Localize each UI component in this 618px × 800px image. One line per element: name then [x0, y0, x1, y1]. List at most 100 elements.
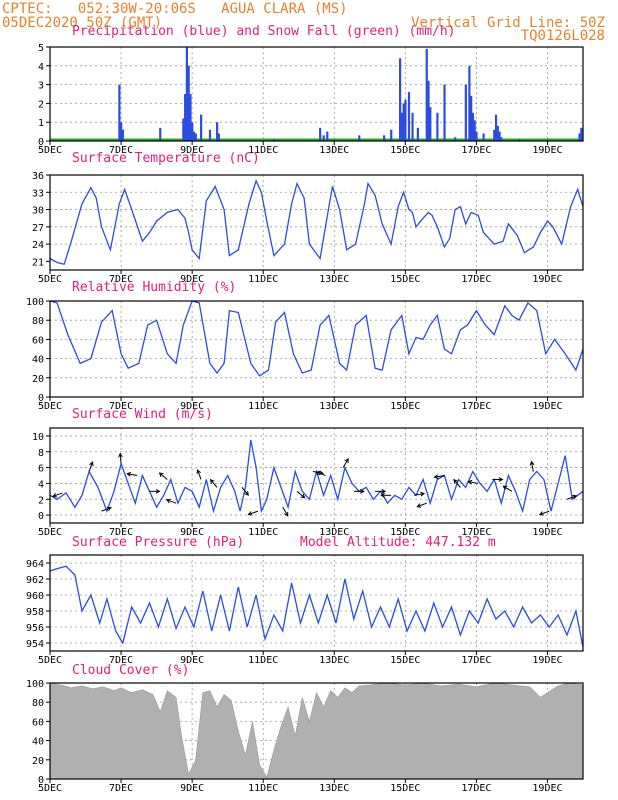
wind-arrow-head — [155, 488, 161, 494]
wind-arrow — [315, 470, 326, 476]
wind-xtick-label: 19DEC — [532, 527, 562, 538]
cloud-panel: Cloud Cover (%) 0 20 40 60 80 100 5DEC 7DEC 9DEC 1… — [26, 663, 584, 794]
cloud-xtick-label: 11DEC — [248, 783, 278, 794]
temp-xtick-label: 11DEC — [248, 274, 278, 285]
precip-bar — [416, 127, 419, 141]
pressure-ytick-label: 960 — [26, 591, 44, 602]
precip-bar — [464, 84, 467, 141]
wind-arrow — [241, 487, 249, 496]
precip-xtick-label: 17DEC — [461, 145, 491, 156]
wind-arrow-head — [244, 491, 249, 496]
precip-bar — [468, 65, 471, 141]
precip-bar — [429, 107, 432, 141]
precip-bar — [272, 139, 276, 141]
precip-bar — [493, 129, 496, 141]
wind-arrow-shaft — [417, 502, 427, 508]
temp-xtick-label: 5DEC — [38, 274, 62, 285]
wind-arrow-shaft — [342, 458, 349, 468]
rh-xtick-label: 13DEC — [319, 401, 349, 412]
wind-ytick-label: 8 — [38, 448, 44, 459]
precip-bar — [399, 58, 402, 141]
rh-ytick-label: 20 — [32, 374, 44, 385]
precip-bar — [189, 94, 192, 141]
wind-arrow-shaft — [159, 472, 168, 480]
precip-bar — [192, 131, 196, 141]
wind-arrow — [247, 510, 259, 516]
wind-title: Surface Wind (m/s) — [72, 407, 213, 422]
rh-xtick-label: 17DEC — [461, 401, 491, 412]
precip-bar — [407, 92, 411, 141]
pressure-xtick-label: 17DEC — [461, 655, 491, 666]
temp-ytick-label: 24 — [32, 240, 44, 251]
wind-arrow-shaft — [468, 481, 479, 484]
cloud-ytick-label: 100 — [26, 679, 44, 690]
precip-bar — [482, 133, 485, 141]
temp-title: Surface Temperature (nC) — [72, 151, 260, 166]
wind-arrow-head — [420, 491, 426, 497]
wind-arrow — [433, 474, 445, 479]
wind-arrow-shaft — [315, 471, 326, 476]
wind-arrow-shaft — [282, 506, 289, 517]
wind-arrow-head — [538, 511, 544, 516]
pressure-xtick-label: 15DEC — [390, 655, 420, 666]
wind-ytick-label: 6 — [38, 464, 44, 475]
temp-ytick-label: 21 — [32, 257, 44, 268]
precip-bar — [404, 99, 407, 141]
wind-arrow — [453, 478, 461, 488]
header-location: CPTEC: 052:30W-20:06S AGUA CLARA (MS) — [2, 1, 348, 17]
header-grid-note: Vertical Grid Line: 50Z — [411, 15, 605, 31]
wind-arrow — [538, 510, 550, 516]
rh-xtick-label: 7DEC — [109, 401, 133, 412]
precip-bar — [454, 137, 457, 141]
cloud-xtick-label: 7DEC — [109, 783, 133, 794]
temp-xtick-label: 9DEC — [180, 274, 204, 285]
precip-bar — [383, 135, 386, 141]
wind-arrow-shaft — [503, 485, 513, 492]
pressure-frame — [49, 554, 584, 652]
precip-bar — [443, 84, 446, 141]
precip-bar — [402, 103, 405, 141]
rh-xtick-label: 15DEC — [390, 401, 420, 412]
wind-frame — [49, 427, 584, 524]
rh-panel: Relative Humidity (%) 0 20 40 60 80 100 5DEC 7DE… — [26, 280, 584, 412]
pressure-xtick-label: 5DEC — [38, 655, 62, 666]
cloud-xtick-label: 19DEC — [532, 783, 562, 794]
cloud-xtick-label: 13DEC — [319, 783, 349, 794]
precip-bar — [159, 127, 162, 141]
wind-arrow-shaft — [88, 461, 93, 472]
wind-arrow-head — [381, 488, 387, 494]
wind-arrow-head — [315, 470, 321, 476]
wind-arrow-head — [498, 477, 504, 482]
temp-ytick-label: 27 — [32, 223, 44, 234]
rh-title: Relative Humidity (%) — [72, 280, 236, 295]
rh-ytick-label: 60 — [32, 335, 44, 346]
cloud-xtick-label: 15DEC — [390, 783, 420, 794]
pressure-ytick-label: 954 — [26, 639, 44, 650]
rh-ytick-label: 80 — [32, 316, 44, 327]
pressure-xtick-label: 11DEC — [248, 655, 278, 666]
wind-arrow — [52, 492, 63, 498]
precip-xtick-label: 5DEC — [38, 145, 62, 156]
wind-arrow — [566, 494, 578, 500]
wind-arrow — [529, 460, 535, 472]
wind-arrow-shaft — [566, 495, 577, 500]
wind-arrow-shaft — [197, 469, 202, 480]
cloud-ytick-label: 0 — [38, 775, 44, 786]
temp-xtick-label: 19DEC — [532, 274, 562, 285]
wind-arrow-head — [106, 506, 112, 512]
wind-arrow-shaft — [434, 475, 445, 478]
precip-xtick-label: 11DEC — [248, 145, 278, 156]
pressure-ytick-label: 956 — [26, 623, 44, 634]
wind-arrow — [414, 491, 426, 497]
wind-arrow — [88, 461, 94, 472]
temp-ytick-label: 33 — [32, 188, 44, 199]
wind-arrow-head — [126, 472, 132, 477]
wind-arrow-shaft — [531, 461, 534, 472]
temp-ytick-label: 36 — [32, 171, 44, 182]
wind-arrow-shaft — [101, 507, 112, 512]
wind-arrow — [196, 469, 202, 480]
wind-arrow — [502, 485, 513, 492]
wind-arrow — [158, 472, 168, 480]
wind-ytick-label: 4 — [38, 479, 44, 490]
wind-arrow-head — [529, 460, 535, 466]
